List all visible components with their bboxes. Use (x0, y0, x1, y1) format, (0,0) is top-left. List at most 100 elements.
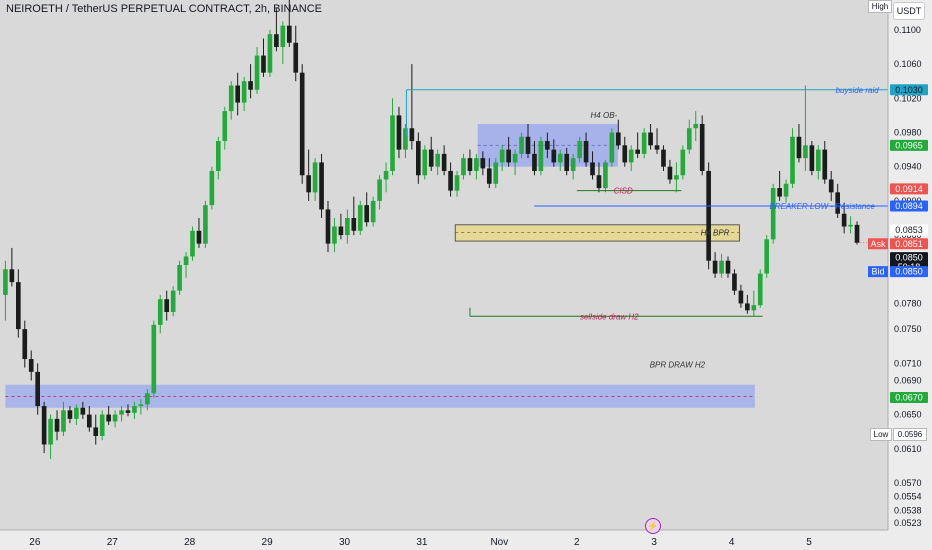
price-tick-label: 0.0523 (894, 518, 922, 528)
candle (616, 119, 621, 150)
candle (48, 414, 53, 460)
candle (454, 170, 460, 197)
candle-body (848, 224, 853, 227)
time-tick-label: 29 (262, 537, 274, 548)
candle-body (764, 239, 770, 274)
candle (106, 406, 111, 425)
candle (783, 179, 789, 203)
candle-body (532, 153, 537, 171)
candle (519, 132, 524, 159)
candle-body (106, 414, 111, 422)
time-axis[interactable]: 26 27 28 29 30 31 Nov 2 3 4 5 (0, 529, 888, 550)
h4-ob-label: H4 OB- (591, 111, 618, 120)
price-tag: 0.0670 (890, 392, 928, 403)
candle (654, 128, 660, 154)
price-tag-value: 0.0894 (895, 201, 923, 211)
candle (609, 128, 615, 167)
candle-body (396, 115, 402, 150)
candle-body (448, 170, 453, 191)
candle-body (274, 34, 279, 48)
time-tick-label: 27 (107, 537, 119, 548)
price-tick-label: 0.1020 (894, 93, 922, 103)
candle (170, 286, 176, 317)
candle-body (538, 141, 544, 171)
candle (351, 196, 357, 236)
candle (835, 183, 840, 218)
candle (828, 170, 834, 201)
candle-body (551, 149, 557, 163)
bpr-h2-zone (5, 384, 755, 408)
candle (312, 158, 318, 201)
candle (686, 119, 692, 154)
candle (325, 200, 331, 253)
candle-body (725, 260, 731, 274)
candle (177, 260, 182, 295)
candle (248, 64, 253, 99)
candle-body (828, 179, 834, 193)
candle-body (22, 329, 28, 360)
candle-body (706, 170, 711, 261)
candle-body (241, 81, 247, 103)
candle-body (699, 123, 705, 171)
candle (80, 401, 86, 419)
time-tick-label: 28 (184, 537, 196, 548)
candle (719, 253, 724, 278)
candle-body (99, 414, 105, 436)
candle-body (719, 260, 724, 274)
candle (693, 111, 699, 142)
h4-bpr-zone (454, 224, 740, 242)
candle-body (616, 132, 621, 146)
candle-body (667, 166, 673, 180)
candle-body (267, 34, 273, 73)
candle-body (590, 162, 595, 176)
time-tick-label: 5 (806, 537, 812, 548)
candle-body (157, 299, 163, 325)
candle-body (312, 162, 318, 193)
candle-body (177, 265, 182, 291)
candle (603, 159, 608, 193)
candle (680, 145, 686, 180)
candle (745, 294, 750, 314)
candle-body (248, 81, 253, 90)
candle (254, 47, 260, 95)
candle-body (93, 427, 99, 436)
price-tick-label: 0.0690 (894, 375, 922, 385)
candle (532, 141, 537, 176)
candle (428, 136, 434, 171)
candle (538, 136, 544, 176)
candle (241, 76, 247, 112)
candle-body (783, 183, 789, 197)
candle (9, 247, 15, 287)
candle-body (809, 145, 815, 171)
candle-body (403, 128, 408, 150)
candle-body (635, 149, 640, 154)
candle (216, 136, 221, 180)
price-tag-background (890, 266, 928, 278)
candle (383, 162, 389, 193)
candle (564, 147, 570, 176)
candle (364, 192, 370, 227)
candle-body (364, 205, 370, 223)
lightning-icon[interactable]: ⚡ (645, 518, 661, 534)
candle-body (757, 273, 763, 306)
candle (699, 115, 705, 176)
candle-body (454, 175, 460, 191)
candle-body (493, 162, 499, 184)
candle (796, 123, 802, 163)
currency-button[interactable]: USDT (893, 2, 925, 20)
candle-body (822, 149, 828, 180)
candle (370, 196, 376, 227)
candle (499, 145, 505, 171)
candle-body (261, 55, 266, 73)
cisd-label: CISD (614, 187, 633, 196)
price-tag-value: 0.0853 (895, 225, 923, 235)
price-tick-label: 0.0750 (894, 324, 922, 334)
candle (357, 200, 363, 236)
candle-body (467, 158, 473, 171)
price-tag-background (890, 139, 928, 151)
candle-body (428, 149, 434, 167)
candle-body (486, 168, 492, 184)
candle (474, 153, 479, 180)
candle-body (286, 25, 292, 43)
